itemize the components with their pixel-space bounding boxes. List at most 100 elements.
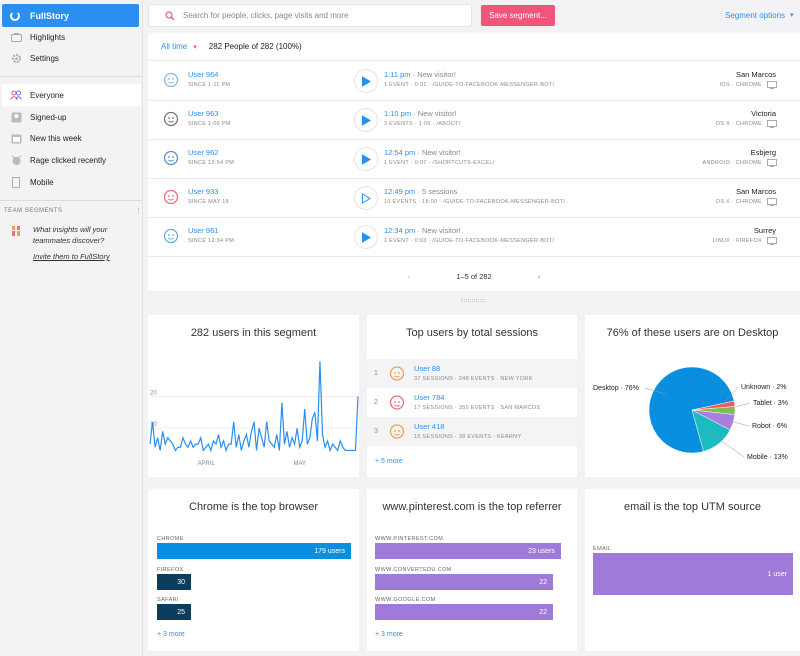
play-session-button[interactable] bbox=[354, 225, 378, 249]
highlights-icon bbox=[10, 31, 22, 43]
top-user-name-link[interactable]: User 88 bbox=[414, 364, 441, 373]
chart-bar[interactable]: 1 user bbox=[593, 553, 793, 595]
card-title: Top users by total sessions bbox=[405, 327, 539, 339]
prev-page-button[interactable]: ‹ bbox=[407, 271, 411, 281]
play-session-button[interactable] bbox=[354, 147, 378, 171]
table-row[interactable]: User 962 SINCE 12:54 PM 12:54 pm · New vis… bbox=[148, 140, 800, 179]
sidebar-item-label: Signed-up bbox=[30, 112, 67, 122]
card-title: 282 users in this segment bbox=[190, 327, 317, 339]
bar-category-label: FIREFOX bbox=[157, 567, 184, 573]
card-title: 76% of these users are on Desktop bbox=[606, 327, 779, 339]
table-row[interactable]: User 961 SINCE 12:34 PM 12:34 pm · New vis… bbox=[148, 218, 800, 257]
play-session-button[interactable] bbox=[354, 108, 378, 132]
user-city: San Marcos bbox=[735, 70, 776, 79]
top-user-name-link[interactable]: User 784 bbox=[414, 393, 445, 402]
brand-label: FullStory bbox=[30, 10, 70, 21]
session-time[interactable]: 12:54 pm · New visitor! bbox=[384, 148, 461, 157]
segment-options-button[interactable]: Segment options bbox=[725, 11, 786, 20]
sidebar-divider bbox=[0, 200, 142, 201]
sidebar-item-everyone[interactable]: Everyone bbox=[2, 84, 141, 106]
chart-bar[interactable]: 22 bbox=[375, 574, 553, 590]
invite-link[interactable]: Invite them to FullStory bbox=[33, 252, 110, 261]
session-time[interactable]: 12:34 pm · New visitor! bbox=[384, 226, 461, 235]
user-name-link[interactable]: User 964 bbox=[188, 70, 219, 79]
user-avatar-icon bbox=[163, 228, 179, 244]
sidebar-item-new-this-week[interactable]: New this week bbox=[2, 127, 141, 149]
next-page-button[interactable]: › bbox=[537, 271, 541, 281]
session-time[interactable]: 12:49 pm · 5 sessions bbox=[384, 187, 457, 196]
search-bar[interactable]: Search for people, clicks, page visits a… bbox=[148, 4, 472, 27]
chart-bar[interactable]: 179 users bbox=[157, 543, 351, 559]
brand-button[interactable]: FullStory bbox=[2, 4, 139, 27]
play-session-button[interactable] bbox=[354, 69, 378, 93]
sidebar-item-label: Mobile bbox=[30, 177, 54, 187]
play-session-button[interactable] bbox=[354, 186, 378, 210]
session-time[interactable]: 1:11 pm · New visitor! bbox=[384, 70, 456, 79]
user-since: SINCE MAY 18 bbox=[188, 199, 229, 205]
y-tick-label: 20 bbox=[150, 390, 157, 396]
session-time-label: 1:11 pm bbox=[384, 70, 411, 79]
user-avatar-icon bbox=[389, 395, 405, 410]
pie-leader-line bbox=[722, 402, 751, 411]
user-name-link[interactable]: User 933 bbox=[188, 187, 219, 196]
bar-category-label: WWW.PINTEREST.COM bbox=[375, 536, 444, 542]
chart-bar[interactable]: 25 bbox=[157, 604, 191, 620]
table-row[interactable]: User 963 SINCE 1:09 PM 1:10 pm · New visit… bbox=[148, 101, 800, 140]
table-row[interactable]: User 933 SINCE MAY 18 12:49 pm · 5 session… bbox=[148, 179, 800, 218]
pie-chart: Desktop · 76% Mobile · 13% Robot · 6% Table… bbox=[593, 366, 788, 461]
device-icon bbox=[767, 198, 777, 206]
session-time[interactable]: 1:10 pm · New visitor! bbox=[384, 109, 457, 118]
calendar-icon bbox=[10, 132, 22, 144]
user-avatar-icon bbox=[389, 424, 405, 439]
device-icon bbox=[767, 120, 777, 128]
sidebar-item-rage-clicked[interactable]: Rage clicked recently bbox=[2, 149, 141, 171]
bar-category-label: EMAIL bbox=[593, 546, 612, 552]
time-range-select[interactable]: All time bbox=[161, 42, 188, 51]
user-name-link[interactable]: User 962 bbox=[188, 148, 219, 157]
user-since: SINCE 1:09 PM bbox=[188, 121, 231, 127]
session-events: 1 EVENT · 0:03 · /GUIDE-TO-FACEBOOK-MESS… bbox=[384, 238, 555, 244]
bar-category-label: SAFARI bbox=[157, 597, 179, 603]
user-name-link[interactable]: User 961 bbox=[188, 226, 219, 235]
rank-label: 1 bbox=[374, 370, 378, 377]
list-item[interactable]: 1 User 88 37 SESSIONS · 248 EVENTS · NEW Y… bbox=[367, 359, 577, 388]
team-segments-menu-icon[interactable]: ⋮ bbox=[135, 208, 142, 215]
search-input[interactable]: Search for people, clicks, page visits a… bbox=[183, 11, 349, 20]
pie-slice[interactable] bbox=[648, 366, 735, 454]
chart-bar[interactable]: 30 bbox=[157, 574, 191, 590]
card-title: Chrome is the top browser bbox=[189, 501, 318, 513]
session-events: 10 EVENTS · 18:09 · /GUIDE-TO-FACEBOOK-M… bbox=[384, 199, 566, 205]
sidebar-item-label: Settings bbox=[30, 53, 59, 63]
pie-leader-line bbox=[644, 387, 667, 395]
sidebar-item-label: Highlights bbox=[30, 32, 66, 42]
chevron-down-icon[interactable]: ▾ bbox=[790, 12, 794, 19]
save-segment-button[interactable]: Save segment... bbox=[481, 5, 555, 26]
pie-slice[interactable] bbox=[691, 400, 736, 411]
play-icon bbox=[362, 153, 371, 165]
pie-slice-label: Tablet · 3% bbox=[753, 400, 788, 407]
bar-value-label: 22 bbox=[539, 578, 547, 586]
chart-bar[interactable]: 22 bbox=[375, 604, 553, 620]
browser-more-link[interactable]: + 3 more bbox=[157, 631, 185, 638]
list-item[interactable]: 3 User 418 15 SESSIONS · 38 EVENTS · KEARN… bbox=[367, 417, 577, 446]
top-users-more-link[interactable]: + 5 more bbox=[375, 458, 403, 465]
sidebar-divider bbox=[0, 76, 142, 77]
sidebar-item-highlights[interactable]: Highlights bbox=[2, 26, 141, 48]
sidebar-item-mobile[interactable]: Mobile bbox=[2, 171, 141, 193]
bar-category-label: WWW.GOOGLE.COM bbox=[375, 597, 436, 603]
referrer-more-link[interactable]: + 3 more bbox=[375, 631, 403, 638]
top-user-name-link[interactable]: User 418 bbox=[414, 422, 445, 431]
chart-bar[interactable]: 23 users bbox=[375, 543, 561, 559]
user-platform: ANDROID · CHROME bbox=[702, 160, 762, 166]
line-chart: 10 20 APRIL MAY bbox=[149, 361, 359, 467]
pie-leader-line bbox=[720, 418, 750, 427]
table-row[interactable]: User 964 SINCE 1:11 PM 1:11 pm · New visit… bbox=[148, 62, 800, 101]
user-name-link[interactable]: User 963 bbox=[188, 109, 219, 118]
sidebar-item-settings[interactable]: Settings bbox=[2, 47, 141, 69]
list-item[interactable]: 2 User 784 17 SESSIONS · 350 EVENTS · SAN … bbox=[367, 388, 577, 417]
chevron-down-icon[interactable]: ▾ bbox=[193, 43, 197, 51]
sidebar-item-signed-up[interactable]: Signed-up bbox=[2, 106, 141, 128]
play-icon bbox=[362, 114, 371, 126]
resize-handle[interactable] bbox=[461, 299, 485, 302]
session-note: · New visitor! bbox=[413, 109, 457, 118]
